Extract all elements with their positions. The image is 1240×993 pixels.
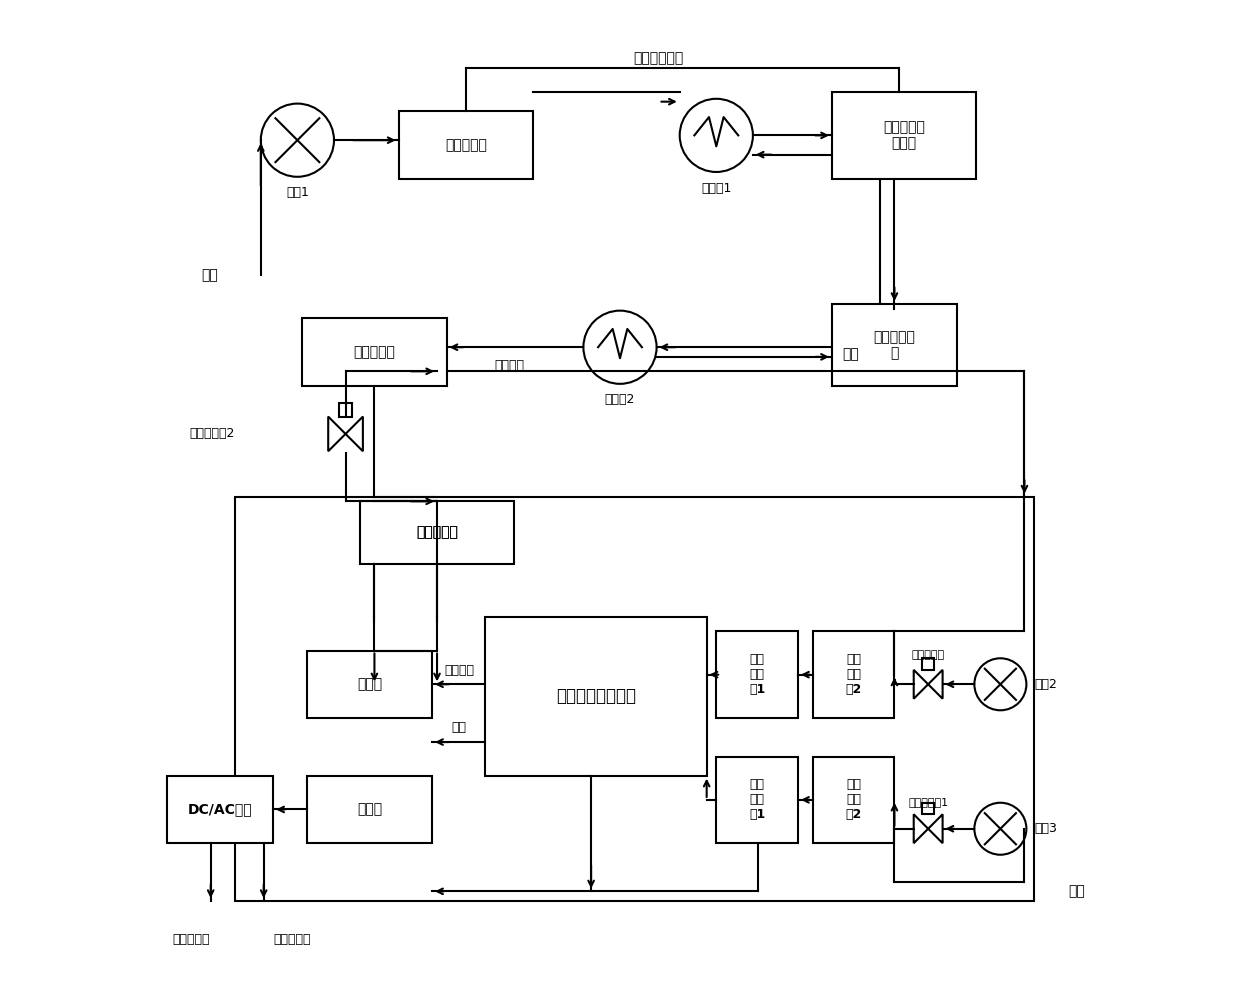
Text: 高温燃料电池电堆: 高温燃料电池电堆 (556, 687, 636, 705)
Text: 空气控制阀1: 空气控制阀1 (908, 796, 949, 806)
Text: 高温废气: 高温废气 (444, 663, 474, 676)
Text: 有机液体储
罐: 有机液体储 罐 (873, 330, 915, 359)
FancyBboxPatch shape (398, 111, 533, 179)
FancyBboxPatch shape (923, 802, 934, 814)
Text: 气泵1: 气泵1 (286, 187, 309, 200)
Text: 燃烧器: 燃烧器 (357, 677, 382, 691)
Text: 空气
加热
器2: 空气 加热 器2 (846, 779, 862, 821)
FancyBboxPatch shape (339, 403, 352, 417)
Text: 氢气: 氢气 (201, 268, 218, 282)
Text: 脱氢反应器: 脱氢反应器 (353, 345, 396, 359)
Text: 有机液体: 有机液体 (495, 358, 525, 371)
Text: 燃料
加热
器1: 燃料 加热 器1 (749, 653, 765, 696)
Text: 气泵3: 气泵3 (1034, 822, 1056, 835)
FancyBboxPatch shape (832, 92, 976, 179)
FancyBboxPatch shape (717, 757, 799, 843)
FancyBboxPatch shape (360, 501, 515, 564)
FancyBboxPatch shape (832, 304, 957, 385)
Text: 换热器2: 换热器2 (605, 393, 635, 406)
Text: 高温换热器: 高温换热器 (417, 525, 458, 539)
Text: 空气: 空气 (1068, 885, 1085, 899)
Text: DC/AC转换: DC/AC转换 (188, 802, 253, 816)
FancyBboxPatch shape (485, 617, 707, 776)
Text: 固定型负载: 固定型负载 (172, 933, 211, 946)
Text: 氢气控制阀: 氢气控制阀 (911, 650, 945, 660)
Text: 换热器1: 换热器1 (701, 182, 732, 195)
FancyBboxPatch shape (308, 650, 433, 718)
Text: 燃料
加热
器2: 燃料 加热 器2 (846, 653, 862, 696)
Text: 电能: 电能 (451, 721, 466, 735)
Text: 空气
加热
器1: 空气 加热 器1 (749, 779, 765, 821)
Text: 有机储氢液
体储罐: 有机储氢液 体储罐 (883, 120, 925, 151)
Text: 直流电: 直流电 (357, 802, 382, 816)
Text: 高温换热器: 高温换热器 (417, 525, 458, 539)
Text: 空气控制阀2: 空气控制阀2 (190, 427, 234, 441)
FancyBboxPatch shape (167, 776, 273, 843)
Text: 有机储氢液体: 有机储氢液体 (634, 52, 683, 66)
Text: 气泵2: 气泵2 (1034, 678, 1056, 691)
FancyBboxPatch shape (234, 496, 1034, 901)
FancyBboxPatch shape (812, 632, 894, 718)
Text: 氢气: 氢气 (843, 348, 859, 361)
FancyBboxPatch shape (812, 757, 894, 843)
Text: 加氢反应器: 加氢反应器 (445, 138, 487, 152)
Text: 移动型负载: 移动型负载 (274, 933, 311, 946)
FancyBboxPatch shape (717, 632, 799, 718)
FancyBboxPatch shape (303, 319, 446, 385)
FancyBboxPatch shape (923, 658, 934, 670)
FancyBboxPatch shape (360, 501, 515, 564)
FancyBboxPatch shape (308, 776, 433, 843)
